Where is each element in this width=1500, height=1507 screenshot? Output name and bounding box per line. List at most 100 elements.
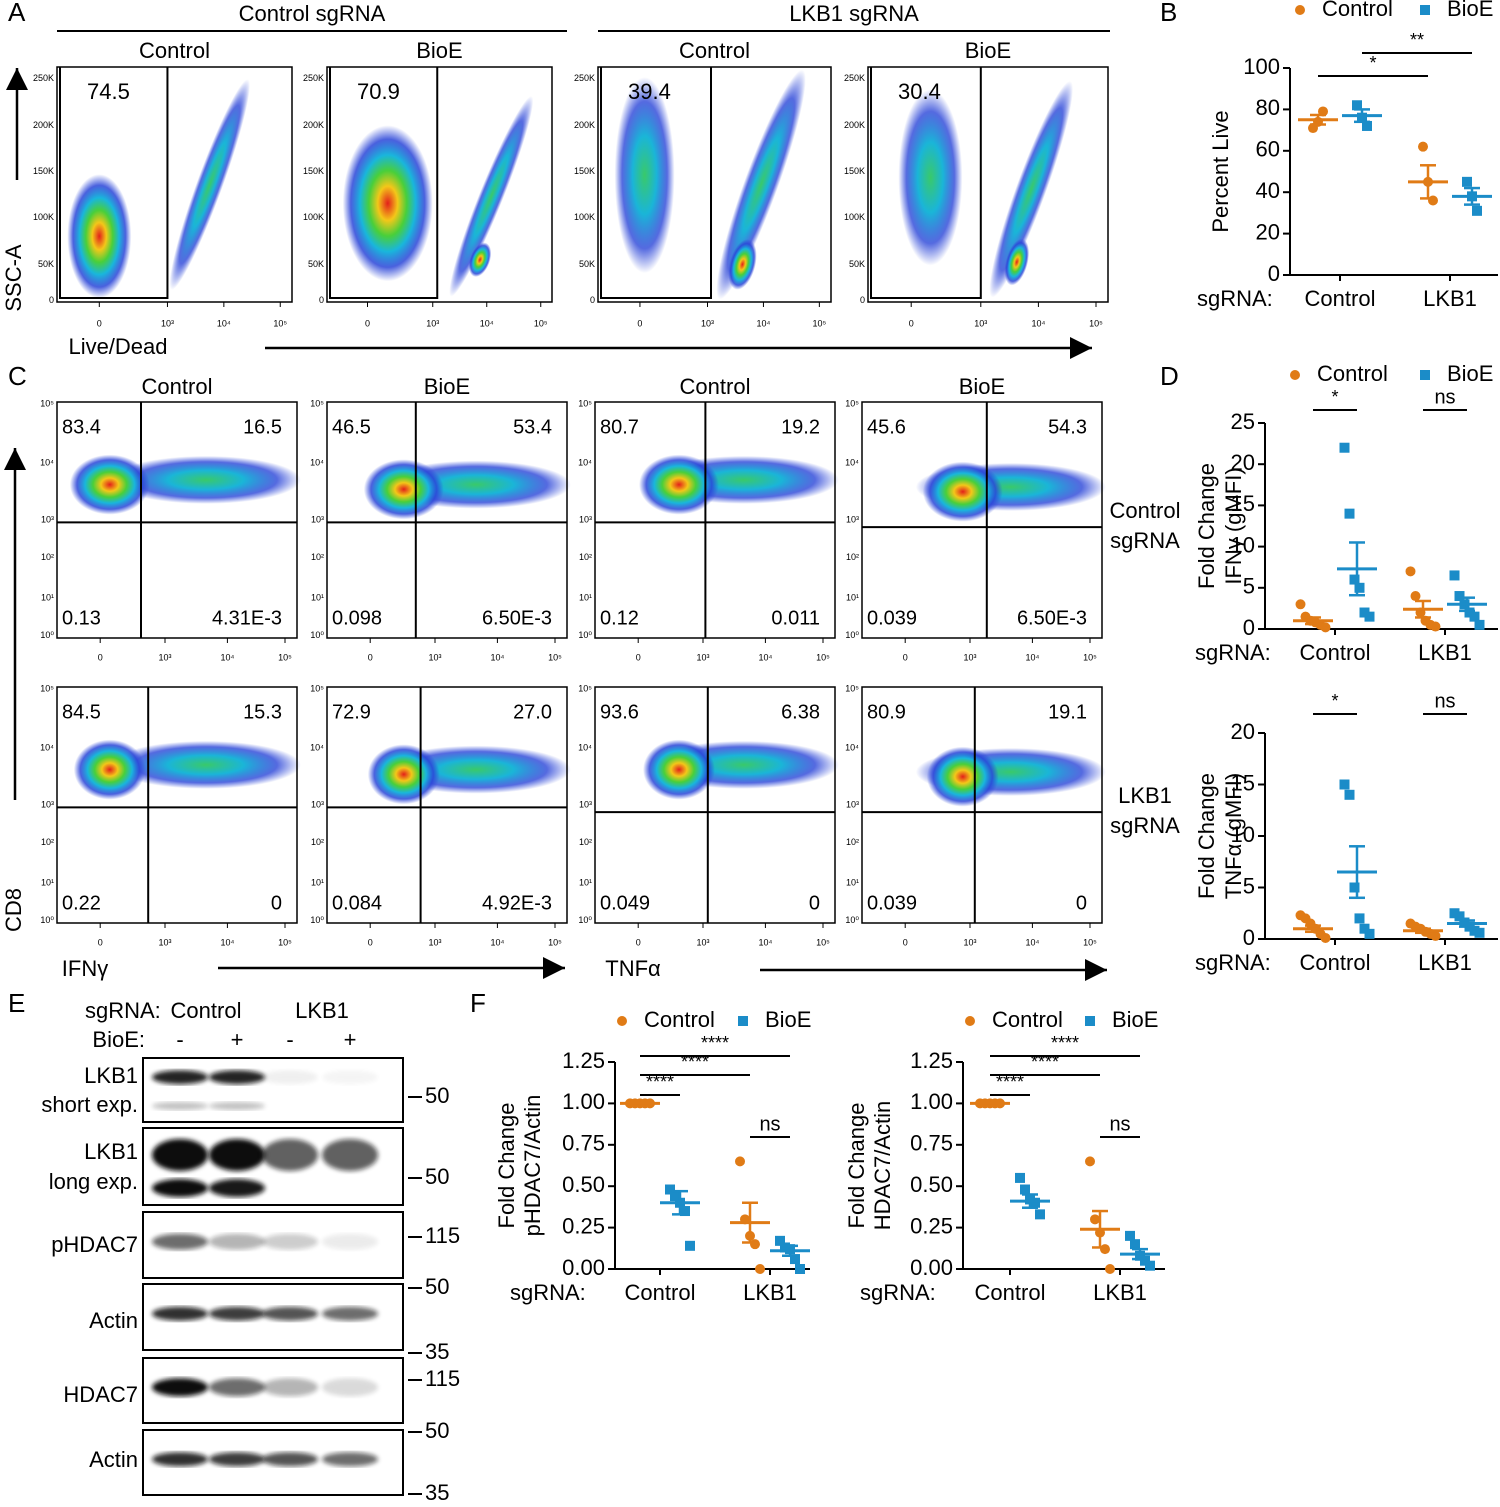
- x-tick-label: 10³: [428, 652, 441, 662]
- x-tick-label: 10⁴: [490, 937, 504, 947]
- y-tick-label: 15: [1231, 770, 1255, 795]
- column-title: BioE: [959, 374, 1005, 399]
- y-tick-label: 0: [1243, 925, 1255, 950]
- x-axis-label: sgRNA:: [510, 1280, 586, 1305]
- blot-band: [209, 1102, 265, 1110]
- blot-band: [209, 1378, 265, 1397]
- data-point: [1364, 928, 1375, 939]
- quadrant-percent: 6.38: [781, 701, 820, 723]
- y-tick-label: 10⁰: [40, 630, 54, 640]
- panel-letter: F: [470, 988, 486, 1018]
- x-tick-label: 10³: [428, 937, 441, 947]
- y-tick-label: 150K: [574, 166, 595, 176]
- density-cloud: [614, 77, 675, 274]
- y-tick-label: 10⁴: [845, 458, 859, 468]
- data-point: [735, 1156, 745, 1167]
- y-tick-label: 15: [1231, 491, 1255, 516]
- data-point: [1344, 789, 1355, 800]
- y-tick-label: 10⁵: [40, 399, 54, 409]
- data-point: [1359, 923, 1370, 934]
- header-group: Control: [171, 998, 242, 1023]
- blot-band: [262, 1452, 318, 1467]
- quadrant-percent: 0.12: [600, 607, 639, 629]
- y-tick-label: 50K: [38, 259, 54, 269]
- header-label: BioE:: [92, 1027, 145, 1052]
- column-title: Control: [142, 374, 213, 399]
- y-tick-label: 200K: [303, 120, 324, 130]
- data-point: [1428, 195, 1438, 206]
- y-tick-label: 10¹: [311, 592, 324, 602]
- data-point: [1454, 591, 1465, 602]
- panel-letter: B: [1160, 0, 1177, 27]
- x-tick-label: 10⁵: [1089, 318, 1103, 328]
- legend-marker: [738, 1016, 748, 1026]
- y-tick-label: 10²: [41, 552, 54, 562]
- y-tick-label: 20: [1256, 219, 1280, 244]
- quadrant-percent: 19.2: [781, 416, 820, 438]
- data-point: [1354, 582, 1365, 593]
- significance-label: *: [1369, 53, 1376, 73]
- plot-title: Control: [679, 38, 750, 63]
- quadrant-percent: 0: [271, 892, 282, 914]
- data-point: [680, 1206, 690, 1217]
- data-point: [1349, 882, 1360, 893]
- y-tick-label: 100K: [844, 212, 865, 222]
- x-tick-label: 10⁵: [278, 652, 292, 662]
- y-tick-label: 10¹: [579, 592, 592, 602]
- gate: [870, 67, 982, 299]
- y-tick-label: 0.00: [562, 1255, 605, 1280]
- x-tick-label: 10⁵: [273, 318, 287, 328]
- legend-label: BioE: [1112, 1007, 1158, 1032]
- legend-marker: [1420, 370, 1430, 380]
- y-tick-label: 10⁴: [845, 743, 859, 753]
- x-tick-label: 10⁵: [548, 652, 562, 662]
- x-tick-label: 0: [368, 652, 373, 662]
- blot-band: [262, 1306, 318, 1321]
- y-tick-label: 40: [1256, 178, 1280, 203]
- blot-band: [209, 1306, 265, 1321]
- x-tick-label: 0: [365, 318, 370, 328]
- x-tick-label: 0: [636, 652, 641, 662]
- y-tick-label: 25: [1231, 409, 1255, 434]
- y-tick-label: 10³: [579, 799, 592, 809]
- data-point: [795, 1264, 805, 1274]
- gate: [600, 67, 713, 299]
- gate-percent: 74.5: [87, 79, 130, 104]
- y-tick-label: 10⁰: [40, 915, 54, 925]
- plot-title: BioE: [965, 38, 1011, 63]
- quadrant-percent: 83.4: [62, 416, 101, 438]
- y-tick-label: 5: [1243, 574, 1255, 599]
- y-axis-label: SSC-A: [1, 244, 26, 312]
- legend-marker: [617, 1016, 627, 1026]
- y-tick-label: 0.25: [910, 1213, 953, 1238]
- size-marker: 50: [425, 1164, 449, 1189]
- density-cloud: [363, 459, 444, 520]
- y-tick-label: 20: [1231, 450, 1255, 475]
- x-tick-label: 0: [909, 318, 914, 328]
- x-tick-label: 10³: [161, 318, 174, 328]
- data-point: [1469, 611, 1480, 622]
- row-label: LKB1: [1118, 783, 1172, 808]
- density-cloud: [898, 89, 963, 266]
- blot-band: [152, 1102, 208, 1110]
- y-axis-label: HDAC7/Actin: [870, 1101, 895, 1231]
- y-tick-label: 10³: [311, 799, 324, 809]
- y-tick-label: 10²: [579, 837, 592, 847]
- quadrant-percent: 6.50E-3: [1017, 607, 1087, 629]
- quadrant-percent: 0.039: [867, 892, 917, 914]
- y-tick-label: 0: [590, 295, 595, 305]
- x-tick-label: 10⁵: [816, 937, 830, 947]
- quadrant-percent: 80.9: [867, 701, 906, 723]
- plot-title: BioE: [416, 38, 462, 63]
- quadrant-percent: 0: [809, 892, 820, 914]
- arrow-head: [4, 448, 26, 470]
- x-tick-label: 10⁴: [758, 937, 772, 947]
- y-tick-label: 10³: [311, 514, 324, 524]
- quadrant-percent: 0.084: [332, 892, 382, 914]
- plot-frame: [861, 401, 1103, 639]
- data-point: [1352, 100, 1362, 111]
- y-tick-label: 250K: [844, 73, 865, 83]
- arrow-head: [1070, 337, 1092, 359]
- y-tick-label: 0: [860, 295, 865, 305]
- gate-percent: 30.4: [898, 79, 941, 104]
